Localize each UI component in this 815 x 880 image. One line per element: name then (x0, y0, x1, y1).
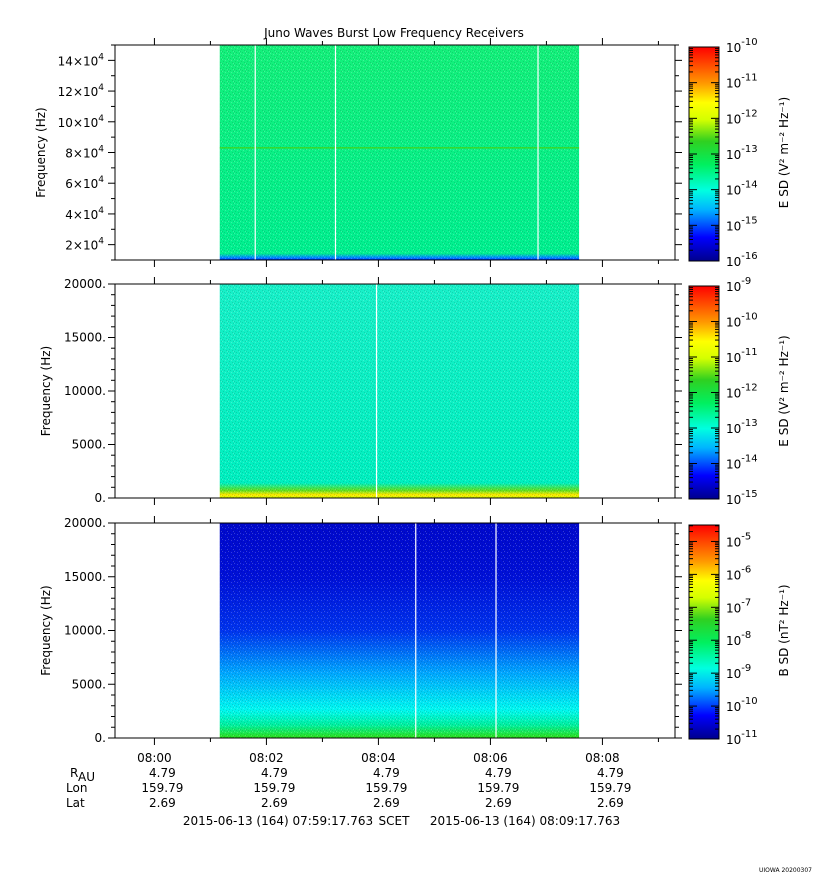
ephemeris-value: 2.69 (149, 796, 176, 810)
y-axis-label: Frequency (Hz) (39, 346, 53, 437)
colorbar-tick-label: 10-14 (726, 454, 758, 472)
colorbar-tick-label: 10-6 (726, 564, 751, 582)
chart-title: Juno Waves Burst Low Frequency Receivers (263, 26, 524, 40)
panel-1: 2×104 4×104 6×104 8×104 10×104 12×104 14×104 Fr… (34, 37, 791, 269)
x-tick-label: 08:00 (137, 751, 172, 765)
y-tick-label: 20000. (64, 516, 106, 530)
colorbar-3 (688, 524, 720, 740)
ephemeris-value: 4.79 (597, 766, 624, 780)
colorbar-tick-label: 10-10 (726, 312, 758, 330)
ephemeris-subscript: AU (78, 770, 95, 784)
y-tick-label: 12×104 (58, 83, 105, 99)
ephemeris-row-label: Lat (66, 796, 85, 810)
colorbar-tick-label: 10-9 (726, 276, 751, 294)
ephemeris-value: 2.69 (597, 796, 624, 810)
y-tick-label: 20000. (64, 277, 106, 291)
ephemeris-value: 2.69 (485, 796, 512, 810)
colorbar-tick-label: 10-13 (726, 144, 758, 162)
ephemeris-value: 159.79 (253, 781, 295, 795)
colorbar-tick-label: 10-8 (726, 630, 751, 648)
y-tick-label: 5000. (72, 677, 106, 691)
footer-start-time: 2015-06-13 (164) 07:59:17.763 (183, 814, 373, 828)
credit-label: UIOWA 20200307 (759, 867, 812, 874)
y-tick-label: 8×104 (65, 145, 104, 161)
ephemeris-value: 2.69 (261, 796, 288, 810)
ephemeris-table: R AU 4.79 4.79 4.79 4.79 4.79 Lon 159.79 159.79 15… (66, 766, 631, 810)
ephemeris-row-label: Lon (66, 781, 87, 795)
y-tick-label: 4×104 (65, 206, 104, 222)
y-tick-label: 15000. (64, 570, 106, 584)
colorbar-tick-label: 10-12 (726, 108, 758, 126)
spectrogram-texture-3 (219, 523, 580, 738)
ephemeris-value: 159.79 (477, 781, 519, 795)
colorbar-tick-label: 10-11 (726, 729, 758, 747)
panel-3: 0. 5000. 10000. 15000. 20000. Frequency (Hz) 1… (39, 516, 791, 747)
x-tick-label: 08:08 (585, 751, 620, 765)
x-tick-label: 08:02 (249, 751, 284, 765)
y-tick-label: 0. (95, 491, 106, 505)
colorbar-tick-label: 10-15 (726, 215, 758, 233)
ephemeris-value: 4.79 (373, 766, 400, 780)
ephemeris-value: 2.69 (373, 796, 400, 810)
y-tick-label: 15000. (64, 331, 106, 345)
y-tick-label: 2×104 (65, 237, 104, 253)
colorbar-tick-label: 10-16 (726, 251, 758, 269)
footer-scet-label: SCET (379, 814, 411, 828)
colorbar-tick-label: 10-7 (726, 597, 751, 615)
y-tick-label: 10×104 (58, 114, 105, 130)
spectrogram-texture-2 (219, 284, 580, 498)
colorbar-label: B SD (nT² Hz⁻¹) (777, 584, 791, 676)
ephemeris-value: 4.79 (485, 766, 512, 780)
colorbar-tick-label: 10-11 (726, 73, 758, 91)
y-tick-label: 5000. (72, 438, 106, 452)
footer-end-time: 2015-06-13 (164) 08:09:17.763 (430, 814, 620, 828)
colorbar-tick-label: 10-9 (726, 663, 751, 681)
colorbar-label: E SD (V² m⁻² Hz⁻¹) (777, 97, 791, 208)
ephemeris-value: 159.79 (365, 781, 407, 795)
y-tick-label: 10000. (64, 384, 106, 398)
y-tick-label: 6×104 (65, 175, 104, 191)
colorbar-tick-label: 10-10 (726, 696, 758, 714)
colorbar-tick-label: 10-12 (726, 383, 758, 401)
spectrogram-texture-1 (219, 45, 580, 260)
colorbar-tick-label: 10-15 (726, 489, 758, 507)
x-tick-label: 08:04 (361, 751, 396, 765)
colorbar-tick-label: 10-14 (726, 180, 758, 198)
colorbar-label: E SD (V² m⁻² Hz⁻¹) (777, 335, 791, 446)
ephemeris-value: 159.79 (589, 781, 631, 795)
ephemeris-value: 4.79 (149, 766, 176, 780)
y-axis-label: Frequency (Hz) (34, 107, 48, 198)
y-axis-label: Frequency (Hz) (39, 585, 53, 676)
colorbar-tick-label: 10-10 (726, 37, 758, 55)
panel-2: 0. 5000. 10000. 15000. 20000. Frequency (Hz) 1… (39, 276, 791, 507)
ephemeris-value: 4.79 (261, 766, 288, 780)
ephemeris-value: 159.79 (141, 781, 183, 795)
y-tick-label: 14×104 (58, 52, 105, 68)
colorbar-tick-label: 10-5 (726, 531, 751, 549)
ephemeris-row-label: R (70, 766, 78, 780)
x-tick-label: 08:06 (473, 751, 508, 765)
y-tick-label: 0. (95, 731, 106, 745)
colorbar-tick-label: 10-11 (726, 347, 758, 365)
colorbar-tick-label: 10-13 (726, 418, 758, 436)
y-tick-label: 10000. (64, 624, 106, 638)
